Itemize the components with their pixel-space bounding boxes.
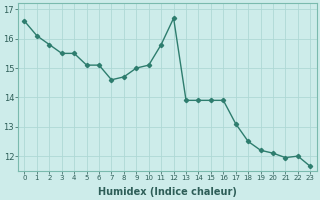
X-axis label: Humidex (Indice chaleur): Humidex (Indice chaleur) (98, 187, 237, 197)
